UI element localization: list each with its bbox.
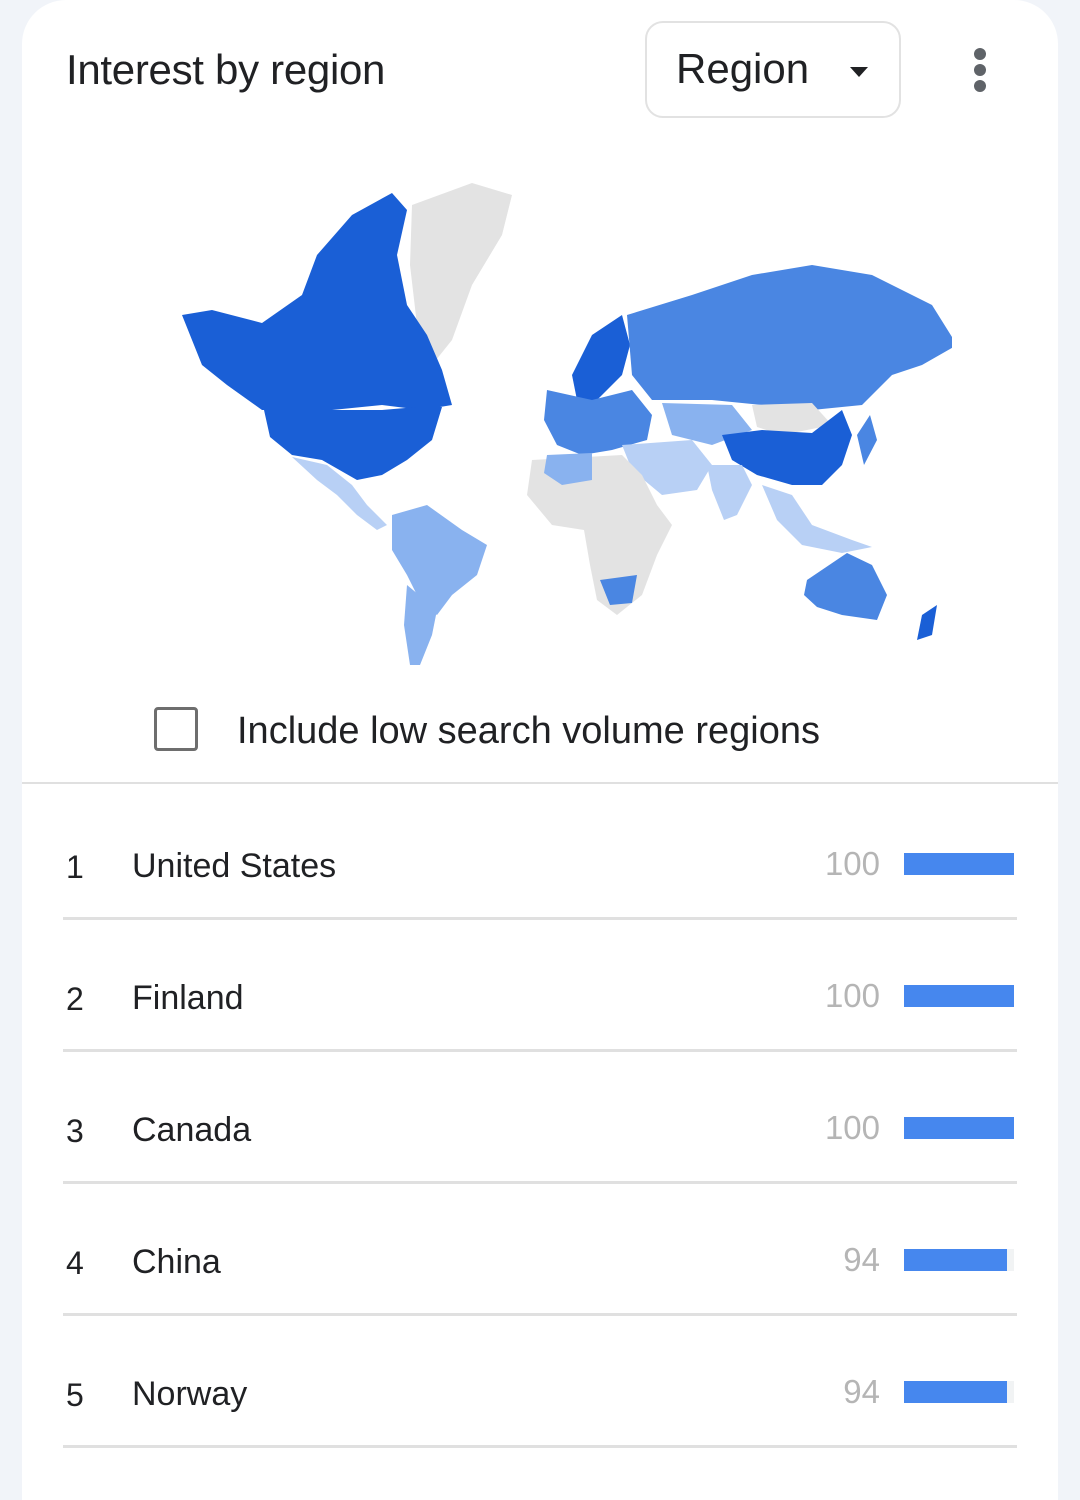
map-region-india[interactable] — [707, 465, 752, 520]
map-region-mongolia[interactable] — [752, 403, 832, 435]
interest-value: 100 — [824, 845, 880, 882]
rank: 3 — [66, 1113, 84, 1149]
row-divider — [63, 1313, 1017, 1316]
region-name[interactable]: United States — [132, 847, 337, 885]
interest-value: 94 — [843, 1241, 880, 1278]
region-row[interactable]: 5 Norway 94 — [22, 1328, 1058, 1460]
caret-down-icon — [850, 67, 868, 77]
world-map[interactable] — [152, 175, 952, 675]
divider — [22, 782, 1058, 784]
region-row[interactable]: 2 Finland 100 — [22, 932, 1058, 1064]
rank: 5 — [66, 1377, 84, 1413]
rank: 2 — [66, 981, 84, 1017]
map-region-brazil[interactable] — [392, 505, 487, 615]
row-divider — [63, 917, 1017, 920]
region-dropdown[interactable]: Region — [645, 21, 901, 118]
map-region-argentina[interactable] — [404, 585, 437, 665]
map-region-africa[interactable] — [527, 455, 672, 615]
include-low-volume-checkbox[interactable] — [154, 707, 198, 751]
region-name[interactable]: China — [132, 1243, 221, 1281]
region-dropdown-label: Region — [676, 45, 810, 92]
interest-bar-track — [904, 853, 1014, 875]
map-region-russia[interactable] — [627, 265, 952, 410]
interest-by-region-card: Interest by region Region — [22, 0, 1058, 1500]
row-divider — [63, 1049, 1017, 1052]
region-name[interactable]: Finland — [132, 979, 244, 1017]
map-region-new-zealand[interactable] — [917, 605, 937, 640]
include-low-volume-label[interactable]: Include low search volume regions — [237, 710, 820, 752]
region-row[interactable]: 4 China 94 — [22, 1196, 1058, 1328]
map-region-greenland[interactable] — [410, 183, 512, 365]
map-region-europe[interactable] — [544, 390, 652, 455]
row-divider — [63, 1181, 1017, 1184]
interest-value: 100 — [824, 1109, 880, 1146]
row-divider — [63, 1445, 1017, 1448]
interest-bar — [904, 853, 1014, 875]
map-region-middle-east[interactable] — [622, 440, 712, 495]
map-region-china[interactable] — [722, 410, 852, 485]
rank: 1 — [66, 849, 84, 885]
interest-bar — [904, 1117, 1014, 1139]
interest-bar — [904, 1381, 1008, 1403]
map-region-mexico[interactable] — [292, 457, 387, 530]
interest-value: 94 — [843, 1373, 880, 1410]
region-row[interactable]: 1 United States 100 — [22, 800, 1058, 932]
interest-bar-track — [904, 1381, 1014, 1403]
map-region-japan[interactable] — [857, 415, 877, 465]
map-region-south-africa[interactable] — [600, 575, 637, 605]
interest-bar — [904, 985, 1014, 1007]
region-name[interactable]: Canada — [132, 1111, 252, 1149]
interest-bar-track — [904, 1117, 1014, 1139]
region-name[interactable]: Norway — [132, 1375, 248, 1413]
region-row[interactable]: 3 Canada 100 — [22, 1064, 1058, 1196]
interest-bar-track — [904, 985, 1014, 1007]
rank: 4 — [66, 1245, 84, 1281]
interest-bar — [904, 1249, 1008, 1271]
card-title: Interest by region — [66, 46, 386, 93]
more-vert-icon[interactable] — [962, 44, 998, 96]
map-region-united-states[interactable] — [264, 407, 442, 480]
interest-value: 100 — [824, 977, 880, 1014]
map-region-australia[interactable] — [804, 553, 887, 620]
map-region-north-africa[interactable] — [544, 453, 592, 485]
map-region-norway-finland[interactable] — [572, 315, 630, 405]
map-region-southeast-asia[interactable] — [762, 485, 872, 553]
interest-bar-track — [904, 1249, 1014, 1271]
map-region-canada[interactable] — [182, 193, 452, 410]
